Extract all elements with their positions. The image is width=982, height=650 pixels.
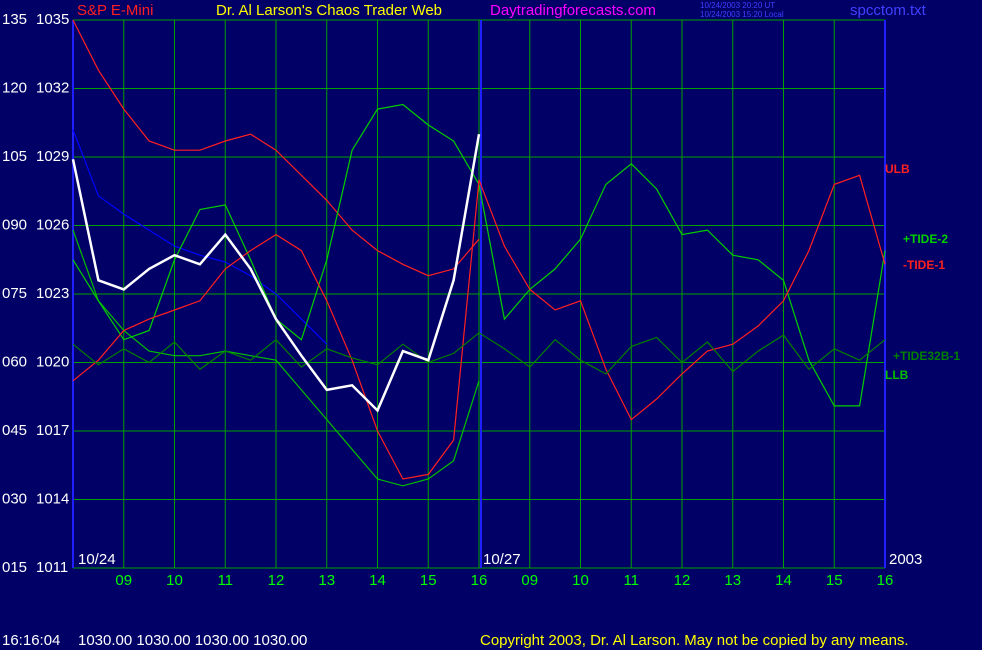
y2-tick-label: 075 xyxy=(2,285,27,302)
series-line xyxy=(72,19,480,277)
series-line xyxy=(71,133,481,413)
x-tick-label: 16 xyxy=(471,572,488,589)
x-tick-label: 13 xyxy=(318,572,335,589)
x-tick-label: 10 xyxy=(166,572,183,589)
y2-tick-label: 045 xyxy=(2,422,27,439)
x-tick-label: 10 xyxy=(572,572,589,589)
y2-tick-label: 015 xyxy=(2,559,27,576)
series-label: +TIDE-2 xyxy=(903,232,948,246)
stamp-ut: 10/24/2003 20:20 UT xyxy=(700,1,775,10)
x-tick-label: 14 xyxy=(369,572,386,589)
series-label: +TIDE32B-1 xyxy=(893,349,960,363)
y2-tick-label: 120 xyxy=(2,79,27,96)
x-tick-label: 12 xyxy=(674,572,691,589)
stamp-local: 10/24/2003 15:20 Local xyxy=(700,10,784,19)
footer-quote: 1030.00 1030.00 1030.00 1030.00 xyxy=(78,632,307,649)
x-tick-label: 12 xyxy=(268,572,285,589)
x-tick-label: 13 xyxy=(724,572,741,589)
y2-tick-label: 030 xyxy=(2,490,27,507)
footer-time: 16:16:04 xyxy=(2,632,60,649)
y-tick-label: 1020 xyxy=(36,353,69,370)
x-tick-label: 14 xyxy=(775,572,792,589)
y-tick-label: 1035 xyxy=(36,11,69,28)
instrument: S&P E-Mini xyxy=(77,2,153,19)
y-tick-label: 1029 xyxy=(36,148,69,165)
x-tick-label: 15 xyxy=(826,572,843,589)
series-label: -TIDE-1 xyxy=(903,258,945,272)
y2-tick-label: 135 xyxy=(2,11,27,28)
x-tick-label: 16 xyxy=(877,572,894,589)
y2-tick-label: 105 xyxy=(2,148,27,165)
x-tick-label: 15 xyxy=(420,572,437,589)
series-line xyxy=(72,229,480,487)
y-tick-label: 1023 xyxy=(36,285,69,302)
x-tick-label: 11 xyxy=(623,572,639,589)
x-tick-label: 09 xyxy=(521,572,538,589)
site-url: Daytradingforecasts.com xyxy=(490,2,656,19)
series-label: ULB xyxy=(885,162,910,176)
copyright: Copyright 2003, Dr. Al Larson. May not b… xyxy=(480,632,909,649)
series-line xyxy=(72,332,886,375)
series-line xyxy=(72,129,328,345)
y-tick-label: 1026 xyxy=(36,216,69,233)
y-tick-label: 1017 xyxy=(36,422,69,439)
series-label: LLB xyxy=(885,368,909,382)
y2-tick-label: 090 xyxy=(2,216,27,233)
x-tick-label: 09 xyxy=(115,572,132,589)
date-label: 10/27 xyxy=(483,551,521,568)
y-tick-label: 1011 xyxy=(36,559,68,576)
file-name: spcctom.txt xyxy=(850,2,927,19)
y2-tick-label: 060 xyxy=(2,353,27,370)
x-tick-label: 11 xyxy=(217,572,233,589)
series-line xyxy=(72,174,886,480)
y-tick-label: 1032 xyxy=(36,79,69,96)
date-label: 10/24 xyxy=(78,551,116,568)
y-tick-label: 1014 xyxy=(36,490,69,507)
date-label: 2003 xyxy=(889,551,922,568)
site-title: Dr. Al Larson's Chaos Trader Web xyxy=(216,2,442,19)
